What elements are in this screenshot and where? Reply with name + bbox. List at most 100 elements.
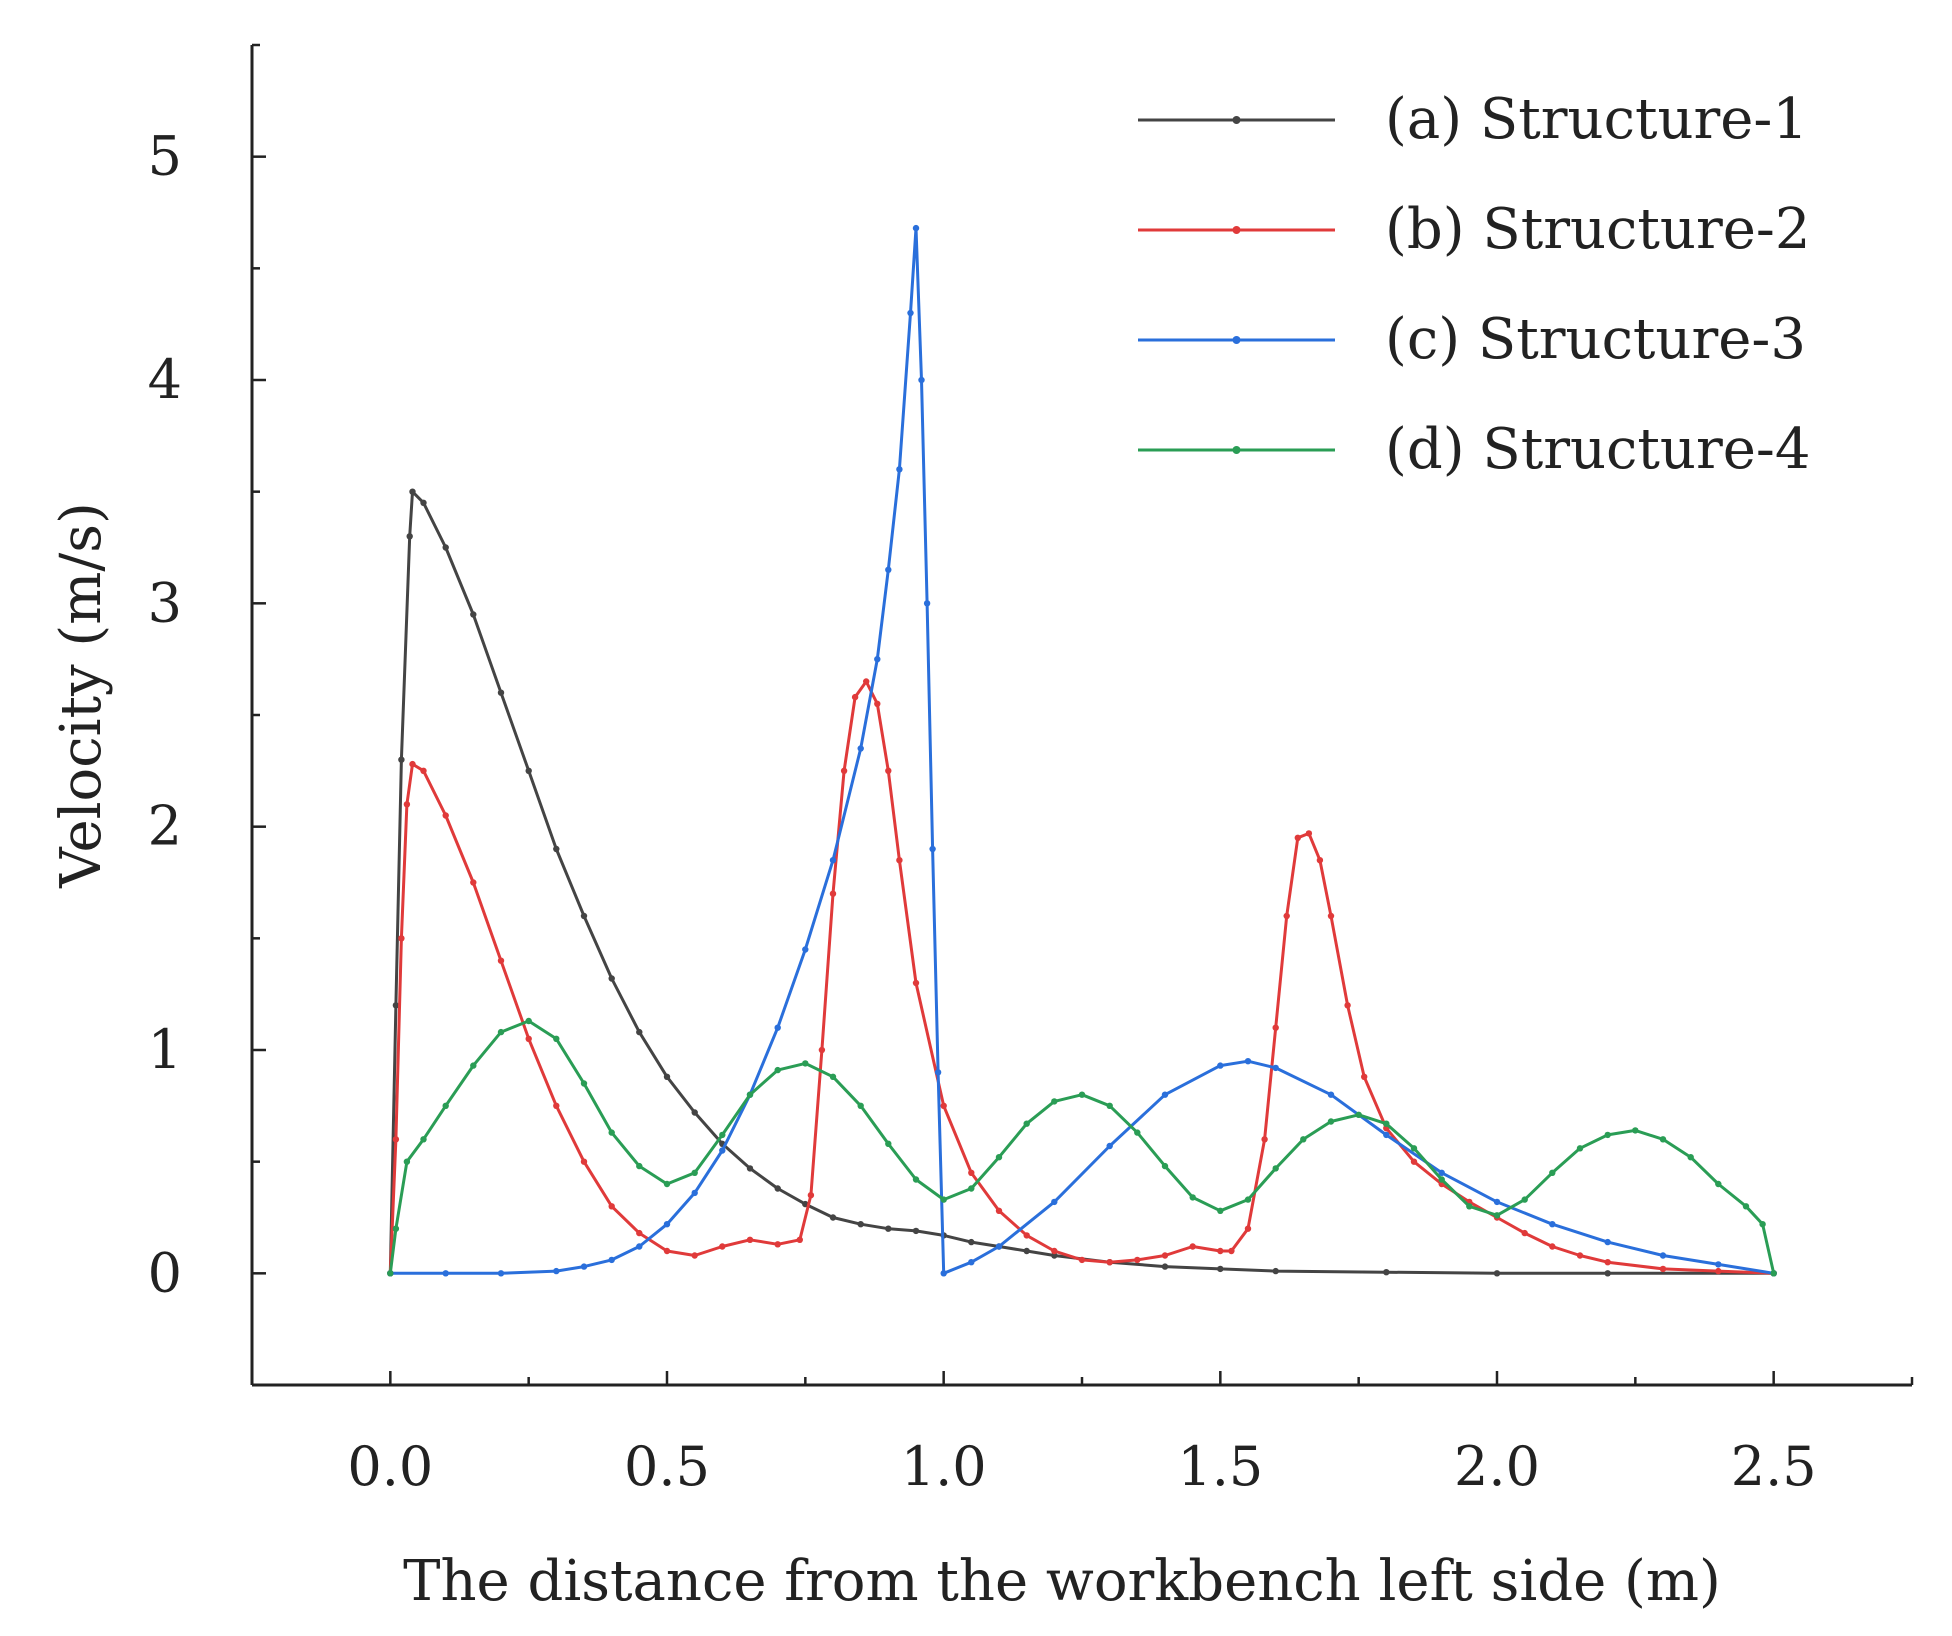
data-point [1051, 1252, 1058, 1259]
data-point [940, 1196, 947, 1203]
data-point [1078, 1091, 1086, 1098]
data-point [553, 1102, 560, 1110]
data-point [1715, 1267, 1722, 1275]
data-point [912, 979, 920, 987]
x-tick-label: 2.5 [1731, 1435, 1817, 1498]
data-point [774, 1066, 781, 1074]
data-point [1106, 1259, 1113, 1266]
legend-item: (c) Structure-3 [1138, 307, 1806, 372]
legend-marker [1232, 446, 1241, 454]
data-point [1300, 1136, 1307, 1143]
data-point [420, 1136, 427, 1143]
data-point [968, 1185, 975, 1192]
data-point [912, 224, 920, 232]
legend-marker [1232, 226, 1241, 234]
data-point [1770, 1270, 1777, 1277]
data-point [934, 1069, 942, 1076]
data-point [829, 1073, 837, 1081]
series-3 [387, 224, 1777, 1277]
data-point [1316, 857, 1324, 864]
data-point [912, 1176, 920, 1183]
data-point [1161, 1091, 1169, 1098]
data-point [995, 1154, 1003, 1161]
data-point [420, 767, 427, 774]
legend-label: (c) Structure-3 [1385, 307, 1806, 372]
data-point [1272, 1064, 1279, 1072]
data-point [691, 1189, 698, 1197]
data-point [874, 656, 881, 663]
data-point [829, 857, 837, 864]
data-point [470, 1062, 477, 1069]
data-point [1604, 1238, 1611, 1246]
legend-label: (d) Structure-4 [1385, 417, 1810, 482]
data-point [885, 566, 892, 573]
data-point [719, 1147, 726, 1154]
data-point [1217, 1062, 1224, 1069]
data-point [746, 1165, 754, 1172]
data-point [1161, 1263, 1169, 1270]
data-point [608, 1256, 615, 1264]
data-point [442, 812, 449, 819]
data-point [525, 1017, 532, 1025]
data-point [1410, 1158, 1418, 1165]
data-point [580, 1080, 588, 1087]
data-point [923, 600, 931, 607]
series-1 [387, 488, 1777, 1277]
data-point [1632, 1127, 1639, 1134]
data-point [1217, 1207, 1224, 1215]
legend-label: (b) Structure-2 [1385, 197, 1810, 262]
data-point [1659, 1265, 1667, 1273]
data-point [442, 1270, 449, 1277]
data-point [829, 1214, 837, 1221]
data-point [1383, 1269, 1390, 1276]
legend-marker [1232, 116, 1241, 124]
data-point [1189, 1243, 1196, 1250]
data-point [863, 678, 870, 685]
data-point [995, 1243, 1003, 1250]
data-point [1687, 1154, 1694, 1161]
data-point [896, 466, 903, 473]
data-point [1604, 1270, 1611, 1277]
legend-item: (d) Structure-4 [1138, 417, 1810, 482]
data-point [1715, 1180, 1722, 1188]
data-point [1493, 1212, 1501, 1219]
data-point [406, 533, 413, 540]
data-point [497, 1028, 505, 1036]
data-point [1576, 1145, 1584, 1152]
data-point [420, 499, 427, 506]
data-point [774, 1185, 781, 1192]
data-point [470, 879, 477, 886]
y-axis-title: Velocity (m/s) [49, 502, 114, 889]
data-point [1272, 1024, 1279, 1031]
data-point [774, 1024, 781, 1031]
data-point [746, 1236, 754, 1244]
data-point [1244, 1225, 1252, 1232]
data-point [885, 1225, 892, 1232]
data-point [968, 1169, 975, 1177]
data-point [663, 1073, 671, 1081]
data-point [918, 376, 925, 384]
data-point [691, 1252, 698, 1259]
data-point [1659, 1136, 1667, 1143]
data-point [807, 1192, 815, 1199]
data-point [1659, 1252, 1667, 1259]
data-point [968, 1259, 975, 1266]
data-point [1228, 1247, 1235, 1255]
data-point [470, 611, 477, 618]
data-point [387, 1270, 394, 1277]
data-point [719, 1131, 726, 1139]
y-tick-label: 0 [148, 1241, 182, 1304]
data-point [874, 700, 881, 707]
data-point [1549, 1169, 1556, 1177]
data-point [553, 1267, 560, 1275]
data-point [1521, 1229, 1528, 1237]
data-point [1327, 1118, 1335, 1125]
data-point [1134, 1256, 1141, 1264]
data-point [1327, 1091, 1335, 1098]
data-point [907, 309, 914, 317]
data-point [1244, 1058, 1252, 1065]
data-point [580, 1158, 588, 1165]
data-point [398, 935, 405, 942]
